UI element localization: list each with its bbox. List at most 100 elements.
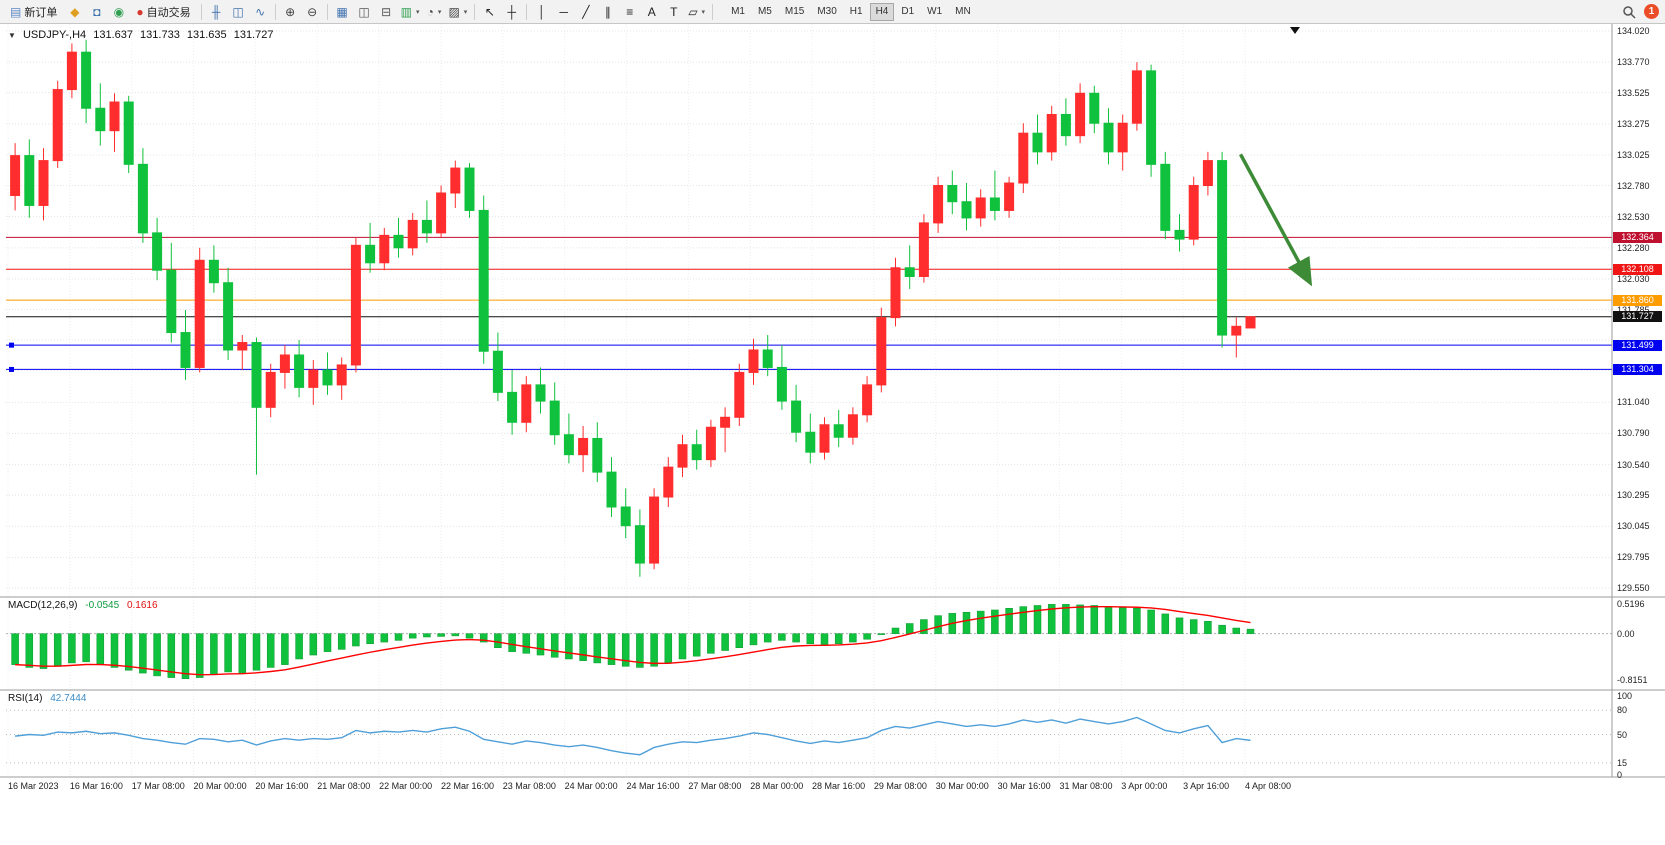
price-axis-tick: 133.525	[1617, 87, 1650, 98]
ohlc-low: 131.635	[186, 29, 227, 41]
tile-windows-icon[interactable]: ▦	[332, 2, 353, 22]
toolbar-right: 1	[1618, 2, 1661, 22]
rsi-axis-tick: 0	[1617, 770, 1623, 780]
time-axis-label: 3 Apr 00:00	[1121, 781, 1168, 791]
time-axis-label: 31 Mar 08:00	[1059, 781, 1113, 791]
horizontal-line-icon[interactable]: ─	[553, 2, 574, 22]
time-axis-label: 28 Mar 16:00	[812, 781, 866, 791]
chevron-down-icon: ▾	[701, 8, 706, 16]
navigator-icon[interactable]: ◉	[108, 2, 129, 22]
time-axis-label: 28 Mar 00:00	[750, 781, 804, 791]
price-axis-tick: 133.770	[1617, 57, 1650, 68]
symbol-expander-icon[interactable]: ▼	[8, 31, 16, 40]
price-axis-tick: 130.790	[1617, 428, 1650, 439]
time-axis-label: 29 Mar 08:00	[873, 781, 927, 791]
time-axis-label: 23 Mar 08:00	[502, 781, 556, 791]
macd-pane-label: MACD(12,26,9) -0.0545 0.1616	[8, 600, 163, 611]
new-chart-dropdown[interactable]: ▥ ▾	[398, 2, 423, 22]
time-axis-label: 22 Mar 16:00	[440, 781, 494, 791]
new-order-button-label: 新订单	[24, 6, 58, 19]
symbol-name: USDJPY-,H4	[22, 29, 87, 41]
time-axis-label: 24 Mar 00:00	[564, 781, 618, 791]
new-order-button[interactable]: ▤ 新订单	[4, 2, 63, 22]
macd-axis-tick: 0.5196	[1617, 599, 1645, 610]
market-watch-icon: ◆	[70, 4, 80, 19]
period-dropdown: ◔	[426, 4, 434, 19]
price-axis-tick: 133.275	[1617, 118, 1650, 129]
timeframe-h1[interactable]: H1	[844, 3, 869, 21]
templates-dropdown[interactable]: ▨ ▾	[445, 2, 470, 22]
arrange-horizontal-icon: ⊟	[381, 4, 392, 19]
vertical-line-icon[interactable]: │	[531, 2, 552, 22]
timeframe-m5[interactable]: M5	[752, 3, 778, 21]
toolbar-separator	[274, 3, 276, 20]
new-chart-dropdown: ▥	[400, 4, 412, 19]
time-axis-label: 16 Mar 2023	[8, 781, 59, 791]
price-axis-tick: 129.550	[1617, 583, 1650, 593]
zoom-in-icon[interactable]: ⊕	[280, 2, 301, 22]
notification-badge[interactable]: 1	[1644, 4, 1659, 19]
macd-main-value: -0.0545	[85, 600, 120, 611]
toolbar-separator	[712, 3, 714, 20]
macd-signal-value: 0.1616	[126, 600, 158, 611]
shapes-dropdown[interactable]: ▱ ▾	[685, 2, 708, 22]
trendline-icon[interactable]: ╱	[575, 2, 596, 22]
crosshair-icon[interactable]: ┼	[501, 2, 522, 22]
crosshair-icon: ┼	[507, 4, 517, 19]
candlestick-chart-icon[interactable]: ◫	[228, 2, 249, 22]
time-axis-label: 27 Mar 08:00	[688, 781, 742, 791]
bar-chart-icon: ╫	[211, 4, 221, 19]
price-level-label: 131.304	[1613, 363, 1662, 375]
candlestick-chart-icon: ◫	[232, 4, 244, 19]
rsi-axis-tick: 100	[1617, 691, 1633, 701]
price-level-label: 132.108	[1613, 263, 1662, 275]
price-axis-tick: 132.530	[1617, 211, 1650, 222]
price-axis-tick: 131.785	[1617, 304, 1650, 315]
ohlc-close: 131.727	[233, 29, 274, 41]
text-icon[interactable]: A	[641, 2, 662, 22]
algo-trading-button: ●	[136, 4, 144, 19]
price-axis-tick: 132.280	[1617, 242, 1650, 253]
templates-dropdown: ▨	[448, 4, 460, 19]
channel-icon[interactable]: ∥	[597, 2, 618, 22]
ohlc-open: 131.637	[93, 29, 133, 41]
zoom-out-icon[interactable]: ⊖	[302, 2, 323, 22]
timeframe-mn[interactable]: MN	[949, 3, 977, 21]
time-axis-label: 4 Apr 08:00	[1245, 781, 1292, 791]
algo-trading-button[interactable]: ● 自动交易	[130, 2, 196, 22]
fibonacci-icon[interactable]: ≡	[619, 2, 640, 22]
data-window-icon[interactable]: ◘	[86, 2, 107, 22]
price-level-label: 131.727	[1613, 311, 1662, 323]
timeframe-w1[interactable]: W1	[921, 3, 948, 21]
price-level-label: 132.364	[1613, 231, 1662, 243]
cursor-icon[interactable]: ↖	[479, 2, 500, 22]
arrange-horizontal-icon[interactable]: ⊟	[376, 2, 397, 22]
bar-chart-icon[interactable]: ╫	[206, 2, 227, 22]
timeframe-group: M1 M5 M15 M30 H1 H4 D1 W1 MN	[725, 2, 977, 21]
timeframe-h4[interactable]: H4	[869, 2, 895, 21]
price-axis-tick: 131.040	[1617, 397, 1650, 408]
market-watch-icon[interactable]: ◆	[64, 2, 85, 22]
time-axis-label: 21 Mar 08:00	[317, 781, 371, 791]
macd-indicator-name: MACD(12,26,9)	[8, 600, 78, 611]
price-axis-tick: 130.045	[1617, 521, 1650, 532]
timeframe-m1[interactable]: M1	[725, 3, 751, 21]
timeframe-d1[interactable]: D1	[895, 3, 920, 21]
line-chart-icon[interactable]: ∿	[250, 2, 271, 22]
timeframe-m15[interactable]: M15	[779, 3, 810, 21]
arrange-vertical-icon[interactable]: ◫	[354, 2, 375, 22]
search-icon[interactable]	[1618, 2, 1639, 22]
zoom-out-icon: ⊖	[307, 4, 318, 19]
timeframe-m30[interactable]: M30	[811, 3, 842, 21]
macd-axis-tick: -0.8151	[1617, 674, 1648, 685]
fibonacci-icon: ≡	[626, 4, 634, 19]
time-axis-label: 16 Mar 16:00	[69, 781, 123, 791]
time-axis-label: 3 Apr 16:00	[1183, 781, 1230, 791]
label-icon[interactable]: T	[663, 2, 684, 22]
macd-axis-tick: 0.00	[1617, 628, 1635, 639]
time-axis-label: 20 Mar 16:00	[255, 781, 309, 791]
price-axis-tick: 134.020	[1617, 26, 1650, 36]
period-dropdown[interactable]: ◔ ▾	[423, 2, 444, 22]
